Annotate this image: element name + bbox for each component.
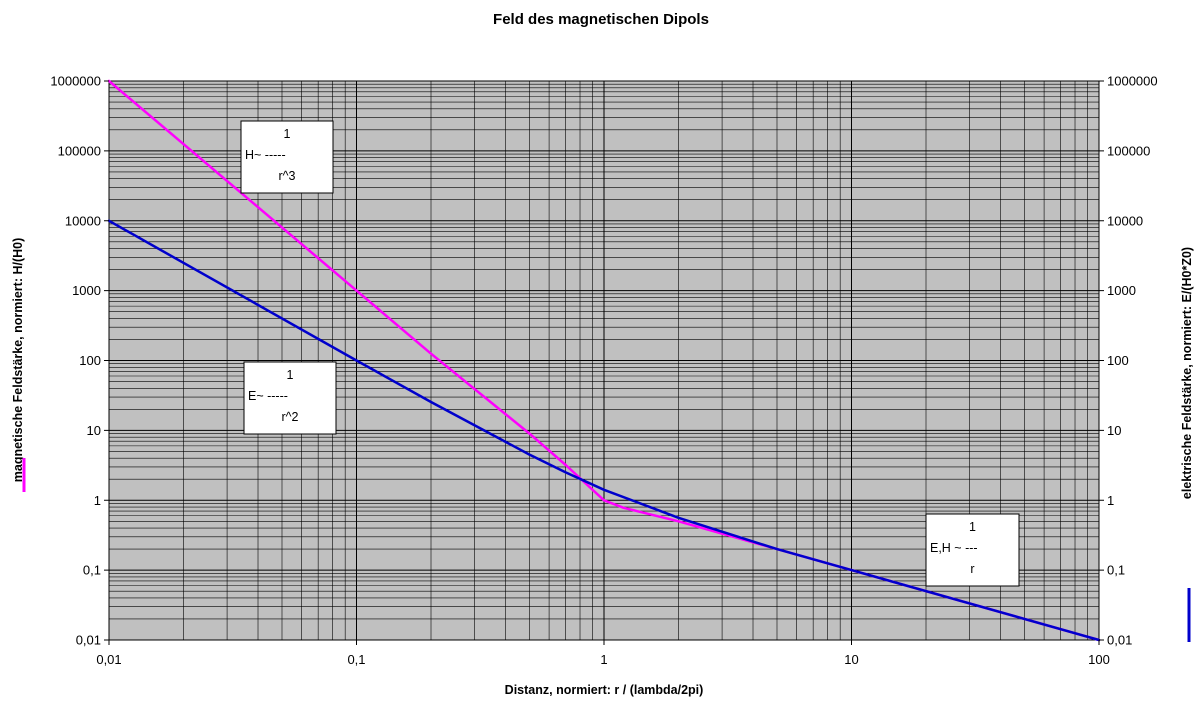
series-line-electric xyxy=(107,219,1101,642)
annotation-box xyxy=(240,120,334,194)
annotation-text: 1 xyxy=(287,368,294,382)
annotation-text: E,H ~ --- xyxy=(930,541,978,555)
series-layer xyxy=(107,79,1101,642)
x-tick-label: 0,01 xyxy=(96,652,121,667)
annotation-text: 1 xyxy=(284,127,291,141)
annotation-text: r^3 xyxy=(279,169,296,183)
y-tick-label-left: 1000 xyxy=(72,283,101,298)
x-tick-label: 10 xyxy=(844,652,858,667)
y-tick-label-left: 1000000 xyxy=(50,74,101,89)
y-tick-label-right: 100000 xyxy=(1107,143,1150,158)
annotation-box xyxy=(243,361,337,435)
y-tick-label-right: 0,01 xyxy=(1107,633,1132,648)
y-tick-label-left: 10000 xyxy=(65,213,101,228)
x-tick-label: 0,1 xyxy=(347,652,365,667)
y-tick-label-right: 1 xyxy=(1107,493,1114,508)
x-tick-label: 100 xyxy=(1088,652,1110,667)
x-axis-label: Distanz, normiert: r / (lambda/2pi) xyxy=(505,683,704,697)
y-tick-label-left: 1 xyxy=(94,493,101,508)
annotation-h-r3: 1 H~ ----- r^3 xyxy=(240,120,334,194)
annotation-text: E~ ----- xyxy=(248,389,288,403)
y-tick-label-left: 0,01 xyxy=(76,633,101,648)
y-tick-label-right: 10 xyxy=(1107,423,1121,438)
y-tick-label-left: 0,1 xyxy=(83,563,101,578)
chart-title: Feld des magnetischen Dipols xyxy=(493,11,709,28)
y-tick-label-right: 1000000 xyxy=(1107,74,1158,89)
annotation-e-r2: 1 E~ ----- r^2 xyxy=(243,361,337,435)
annotation-text: r xyxy=(970,562,974,576)
y-tick-labels-left: 0,01 0,1 1 10 100 1000 10000 100000 1000000 xyxy=(50,74,109,648)
x-tick-labels: 0,01 0,1 1 10 100 xyxy=(96,640,1110,667)
annotation-eh-r: 1 E,H ~ --- r xyxy=(925,513,1020,587)
annotation-text: 1 xyxy=(969,520,976,534)
y-tick-label-right: 1000 xyxy=(1107,283,1136,298)
y-tick-label-right: 100 xyxy=(1107,353,1129,368)
annotation-text: H~ ----- xyxy=(245,148,286,162)
x-tick-label: 1 xyxy=(600,652,607,667)
annotation-box xyxy=(925,513,1020,587)
y-tick-label-left: 10 xyxy=(87,423,101,438)
y-tick-labels-right: 0,01 0,1 1 10 100 1000 10000 100000 1000000 xyxy=(1099,74,1158,648)
annotation-layer: 1 H~ ----- r^3 1 E~ ----- r^2 1 E,H ~ --- r xyxy=(240,120,1020,587)
y-tick-label-left: 100 xyxy=(79,353,101,368)
y-axis-label-right: elektrische Feldstärke, normiert: E/(H0*… xyxy=(1180,247,1194,499)
y-tick-label-right: 0,1 xyxy=(1107,563,1125,578)
y-tick-label-right: 10000 xyxy=(1107,213,1143,228)
y-axis-label-left: magnetische Feldstärke, normiert: H/(H0) xyxy=(11,238,25,483)
y-tick-label-left: 100000 xyxy=(58,143,101,158)
annotation-text: r^2 xyxy=(282,410,299,424)
